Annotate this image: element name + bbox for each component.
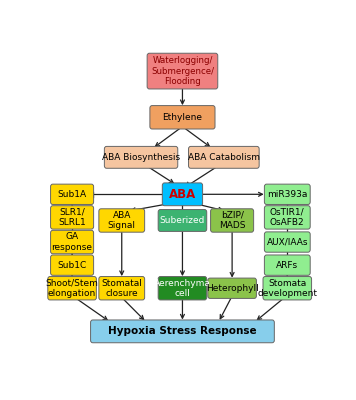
Text: ABA: ABA <box>169 188 196 201</box>
FancyBboxPatch shape <box>104 146 178 168</box>
Text: Suberized: Suberized <box>160 216 205 225</box>
FancyBboxPatch shape <box>51 184 94 204</box>
FancyBboxPatch shape <box>189 146 259 168</box>
Text: AUX/IAAs: AUX/IAAs <box>267 238 308 246</box>
FancyBboxPatch shape <box>265 232 310 252</box>
FancyBboxPatch shape <box>162 183 203 206</box>
Text: Stomatal
closure: Stomatal closure <box>101 278 142 298</box>
Text: ABA
Signal: ABA Signal <box>108 211 136 230</box>
Text: Waterlogging/
Submergence/
Flooding: Waterlogging/ Submergence/ Flooding <box>151 56 214 86</box>
FancyBboxPatch shape <box>51 230 94 254</box>
Text: bZIP/
MADS: bZIP/ MADS <box>219 211 245 230</box>
FancyBboxPatch shape <box>147 53 218 89</box>
Text: Sub1A: Sub1A <box>58 190 87 199</box>
Text: Sub1C: Sub1C <box>57 261 87 270</box>
FancyBboxPatch shape <box>99 276 145 300</box>
FancyBboxPatch shape <box>211 209 253 232</box>
FancyBboxPatch shape <box>265 206 310 229</box>
Text: ARFs: ARFs <box>276 261 298 270</box>
FancyBboxPatch shape <box>51 206 94 229</box>
FancyBboxPatch shape <box>265 184 310 204</box>
Text: Ethylene: Ethylene <box>162 113 203 122</box>
FancyBboxPatch shape <box>150 106 215 129</box>
FancyBboxPatch shape <box>263 276 312 300</box>
Text: ABA Biosynthesis: ABA Biosynthesis <box>102 153 180 162</box>
Text: GA
response: GA response <box>52 232 93 252</box>
FancyBboxPatch shape <box>158 210 207 232</box>
Text: OsTIR1/
OsAFB2: OsTIR1/ OsAFB2 <box>270 208 305 227</box>
Text: Shoot/Stem
elongation: Shoot/Stem elongation <box>46 278 99 298</box>
FancyBboxPatch shape <box>48 276 96 300</box>
FancyBboxPatch shape <box>51 255 94 275</box>
FancyBboxPatch shape <box>99 209 145 232</box>
Text: Aerenchyma
cell: Aerenchyma cell <box>154 278 211 298</box>
Text: Heterophyll: Heterophyll <box>206 284 258 293</box>
Text: SLR1/
SLRL1: SLR1/ SLRL1 <box>58 208 86 227</box>
FancyBboxPatch shape <box>158 276 207 300</box>
FancyBboxPatch shape <box>265 255 310 275</box>
FancyBboxPatch shape <box>90 320 274 343</box>
Text: Hypoxia Stress Response: Hypoxia Stress Response <box>108 326 257 336</box>
Text: ABA Catabolism: ABA Catabolism <box>188 153 260 162</box>
Text: Stomata
development: Stomata development <box>257 278 317 298</box>
FancyBboxPatch shape <box>208 278 256 298</box>
Text: miR393a: miR393a <box>267 190 308 199</box>
